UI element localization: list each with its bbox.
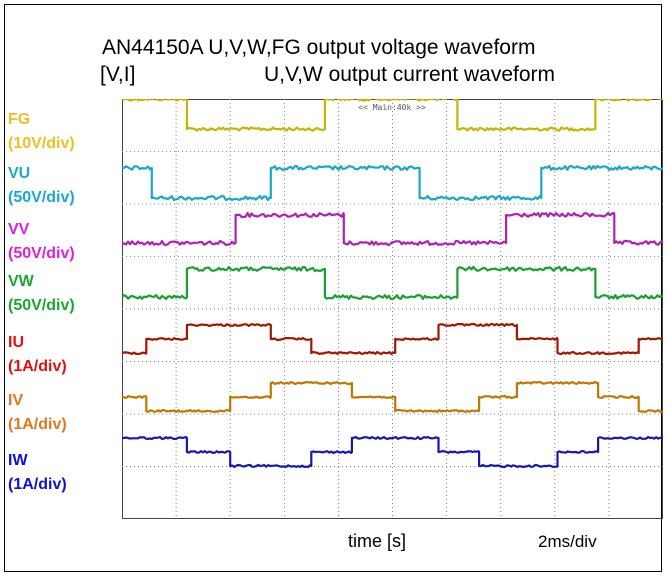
- scope-header: << Main:40k >>: [358, 103, 426, 112]
- x-axis-label: time [s]: [348, 531, 407, 551]
- trace-name: FG: [8, 111, 31, 128]
- trace-label-fg: FG (10V/div): [8, 108, 75, 156]
- trace-name: IV: [8, 392, 24, 409]
- trace-scale: (1A/div): [8, 416, 67, 433]
- trace-name: VW: [8, 273, 34, 290]
- trace-scale: (50V/div): [8, 245, 75, 262]
- trace-label-iw: IW (1A/div): [8, 449, 67, 497]
- trace-label-vw: VW (50V/div): [8, 270, 75, 318]
- trace-label-iu: IU (1A/div): [8, 331, 67, 379]
- chart-subtitle: U,V,W output current waveform: [264, 63, 556, 86]
- trace-iu: [122, 322, 663, 356]
- trace-scale: (10V/div): [8, 135, 75, 152]
- trace-label-iv: IV (1A/div): [8, 389, 67, 437]
- chart-title: AN44150A U,V,W,FG output voltage wavefor…: [102, 36, 536, 59]
- trace-iv: [122, 380, 663, 414]
- time-scale-label: 2ms/div: [538, 532, 597, 551]
- trace-name: VV: [8, 221, 30, 238]
- y-axis-label: [V,I]: [100, 63, 136, 86]
- trace-scale: (1A/div): [8, 476, 67, 493]
- trace-scale: (50V/div): [8, 189, 75, 206]
- trace-name: IW: [8, 452, 28, 469]
- trace-scale: (1A/div): [8, 358, 67, 375]
- trace-vw: [122, 265, 663, 300]
- trace-scale: (50V/div): [8, 297, 75, 314]
- trace-name: IU: [8, 334, 24, 351]
- oscilloscope-plot: << Main:40k >>: [122, 99, 663, 519]
- trace-vv: [122, 211, 663, 247]
- trace-name: VU: [8, 165, 31, 182]
- trace-label-vu: VU (50V/div): [8, 162, 75, 210]
- trace-vu: [122, 164, 663, 202]
- trace-fg: [122, 99, 663, 132]
- trace-label-vv: VV (50V/div): [8, 218, 75, 266]
- chart-frame: [4, 4, 662, 572]
- trace-iw: [122, 435, 663, 469]
